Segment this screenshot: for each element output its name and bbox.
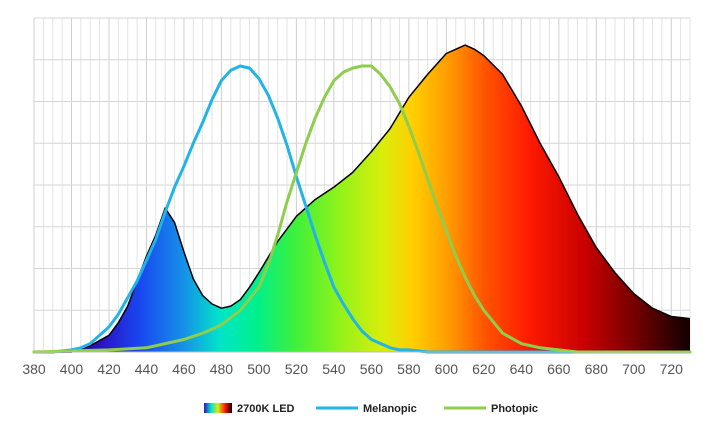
x-tick-label: 680 xyxy=(585,361,609,377)
x-tick-label: 700 xyxy=(622,361,646,377)
sensitivity-curves xyxy=(32,64,692,354)
x-tick-label: 660 xyxy=(547,361,571,377)
x-tick-label: 440 xyxy=(135,361,159,377)
x-tick-label: 640 xyxy=(510,361,534,377)
x-tick-label: 380 xyxy=(22,361,46,377)
x-tick-label: 500 xyxy=(247,361,271,377)
legend: 2700K LED Melanopic Photopic xyxy=(204,403,538,415)
led-spectrum-outline xyxy=(34,44,691,353)
x-tick-label: 620 xyxy=(472,361,496,377)
x-tick-label: 600 xyxy=(435,361,459,377)
legend-label-led: 2700K LED xyxy=(237,403,295,415)
led-spectrum-fill xyxy=(34,45,690,352)
x-tick-label: 480 xyxy=(210,361,234,377)
x-axis-tick-labels: 380 400 420 440 460 480 500 520 540 560 580 600 620 6… xyxy=(22,361,683,377)
x-tick-label: 460 xyxy=(172,361,196,377)
x-tick-label: 580 xyxy=(397,361,421,377)
led-spectrum-area xyxy=(34,44,691,353)
x-tick-label: 420 xyxy=(97,361,121,377)
legend-label-photopic: Photopic xyxy=(491,403,538,415)
x-tick-label: 560 xyxy=(360,361,384,377)
photopic-curve xyxy=(32,64,692,354)
legend-label-melanopic: Melanopic xyxy=(363,403,417,415)
melanopic-curve xyxy=(32,64,692,354)
x-tick-label: 540 xyxy=(322,361,346,377)
x-tick-label: 400 xyxy=(60,361,84,377)
x-tick-label: 720 xyxy=(660,361,684,377)
legend-swatch-led xyxy=(204,403,232,413)
x-tick-label: 520 xyxy=(285,361,309,377)
